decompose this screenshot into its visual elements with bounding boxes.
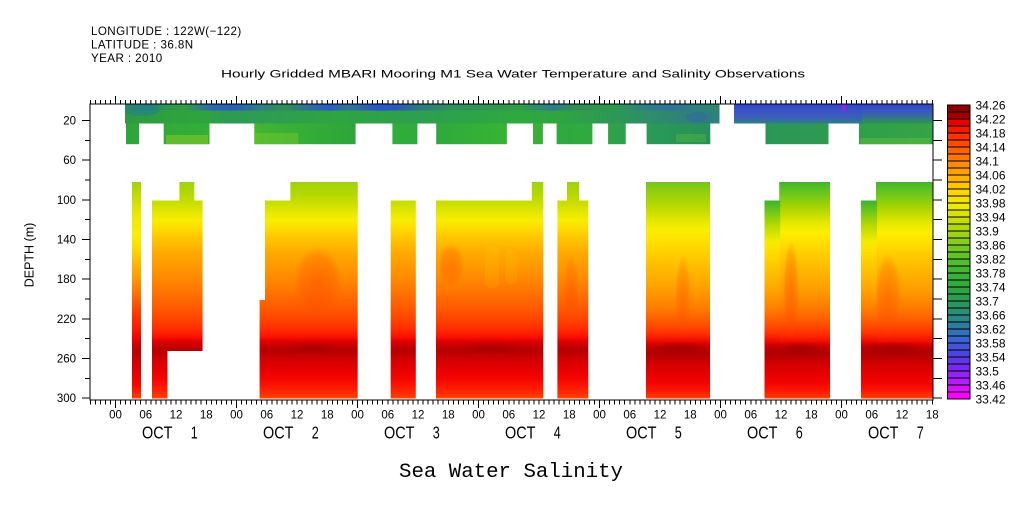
svg-text:00: 00 [230, 410, 243, 422]
svg-text:34.06: 34.06 [976, 168, 1006, 182]
svg-text:260: 260 [57, 353, 76, 365]
svg-text:LONGITUDE : 122W(−122): LONGITUDE : 122W(−122) [91, 25, 242, 38]
svg-text:20: 20 [63, 116, 76, 128]
svg-text:12: 12 [775, 410, 788, 422]
svg-text:18: 18 [563, 410, 576, 422]
svg-text:00: 00 [351, 410, 364, 422]
svg-text:18: 18 [442, 410, 455, 422]
svg-text:12: 12 [896, 410, 909, 422]
svg-text:33.86: 33.86 [976, 238, 1006, 252]
svg-text:300: 300 [57, 393, 76, 405]
svg-text:06: 06 [623, 410, 636, 422]
svg-text:00: 00 [714, 410, 727, 422]
svg-text:OCT: OCT [626, 423, 657, 443]
svg-text:OCT: OCT [505, 423, 536, 443]
svg-text:DEPTH (m): DEPTH (m) [23, 223, 37, 288]
svg-text:4: 4 [554, 423, 561, 443]
svg-text:34.26: 34.26 [976, 98, 1006, 112]
svg-text:33.42: 33.42 [976, 392, 1006, 406]
svg-text:12: 12 [533, 410, 546, 422]
svg-text:Hourly Gridded MBARI Mooring M: Hourly Gridded MBARI Mooring M1 Sea Wate… [221, 69, 806, 81]
svg-text:33.7: 33.7 [976, 294, 1000, 308]
svg-text:34.18: 34.18 [976, 126, 1006, 140]
svg-text:18: 18 [926, 410, 939, 422]
svg-text:06: 06 [381, 410, 394, 422]
svg-text:140: 140 [57, 234, 76, 246]
svg-text:06: 06 [865, 410, 878, 422]
svg-text:06: 06 [744, 410, 757, 422]
svg-text:12: 12 [291, 410, 304, 422]
svg-text:33.82: 33.82 [976, 252, 1006, 266]
svg-text:3: 3 [433, 423, 440, 443]
svg-text:34.02: 34.02 [976, 182, 1006, 196]
svg-text:33.9: 33.9 [976, 224, 1000, 238]
svg-text:100: 100 [57, 195, 76, 207]
svg-text:180: 180 [57, 274, 76, 286]
svg-text:33.66: 33.66 [976, 308, 1006, 322]
svg-text:33.46: 33.46 [976, 378, 1006, 392]
svg-text:33.98: 33.98 [976, 196, 1006, 210]
svg-text:Sea Water Salinity: Sea Water Salinity [399, 461, 623, 484]
svg-text:00: 00 [109, 410, 122, 422]
svg-text:6: 6 [796, 423, 803, 443]
svg-text:18: 18 [684, 410, 697, 422]
svg-text:33.54: 33.54 [976, 350, 1006, 364]
svg-text:33.94: 33.94 [976, 210, 1006, 224]
svg-text:34.22: 34.22 [976, 112, 1006, 126]
svg-text:1: 1 [191, 423, 198, 443]
svg-text:06: 06 [502, 410, 515, 422]
svg-text:OCT: OCT [384, 423, 415, 443]
svg-text:5: 5 [675, 423, 682, 443]
svg-text:7: 7 [917, 423, 924, 443]
svg-text:LATITUDE : 36.8N: LATITUDE : 36.8N [91, 39, 194, 52]
svg-text:06: 06 [260, 410, 273, 422]
svg-text:18: 18 [200, 410, 213, 422]
svg-text:OCT: OCT [868, 423, 899, 443]
svg-text:YEAR : 2010: YEAR : 2010 [91, 52, 163, 65]
svg-text:33.62: 33.62 [976, 322, 1006, 336]
svg-text:2: 2 [312, 423, 319, 443]
svg-text:00: 00 [835, 410, 848, 422]
svg-text:33.58: 33.58 [976, 336, 1006, 350]
svg-text:06: 06 [139, 410, 152, 422]
svg-text:18: 18 [321, 410, 334, 422]
svg-text:220: 220 [57, 314, 76, 326]
svg-text:OCT: OCT [747, 423, 778, 443]
svg-text:OCT: OCT [142, 423, 173, 443]
svg-text:33.78: 33.78 [976, 266, 1006, 280]
svg-text:18: 18 [805, 410, 818, 422]
svg-text:12: 12 [654, 410, 667, 422]
svg-text:00: 00 [472, 410, 485, 422]
svg-text:60: 60 [63, 155, 76, 167]
svg-text:33.74: 33.74 [976, 280, 1006, 294]
svg-text:34.14: 34.14 [976, 140, 1006, 154]
svg-text:00: 00 [593, 410, 606, 422]
svg-text:33.5: 33.5 [976, 364, 1000, 378]
svg-text:12: 12 [170, 410, 183, 422]
svg-text:34.1: 34.1 [976, 154, 1000, 168]
svg-text:12: 12 [412, 410, 425, 422]
svg-text:OCT: OCT [263, 423, 294, 443]
